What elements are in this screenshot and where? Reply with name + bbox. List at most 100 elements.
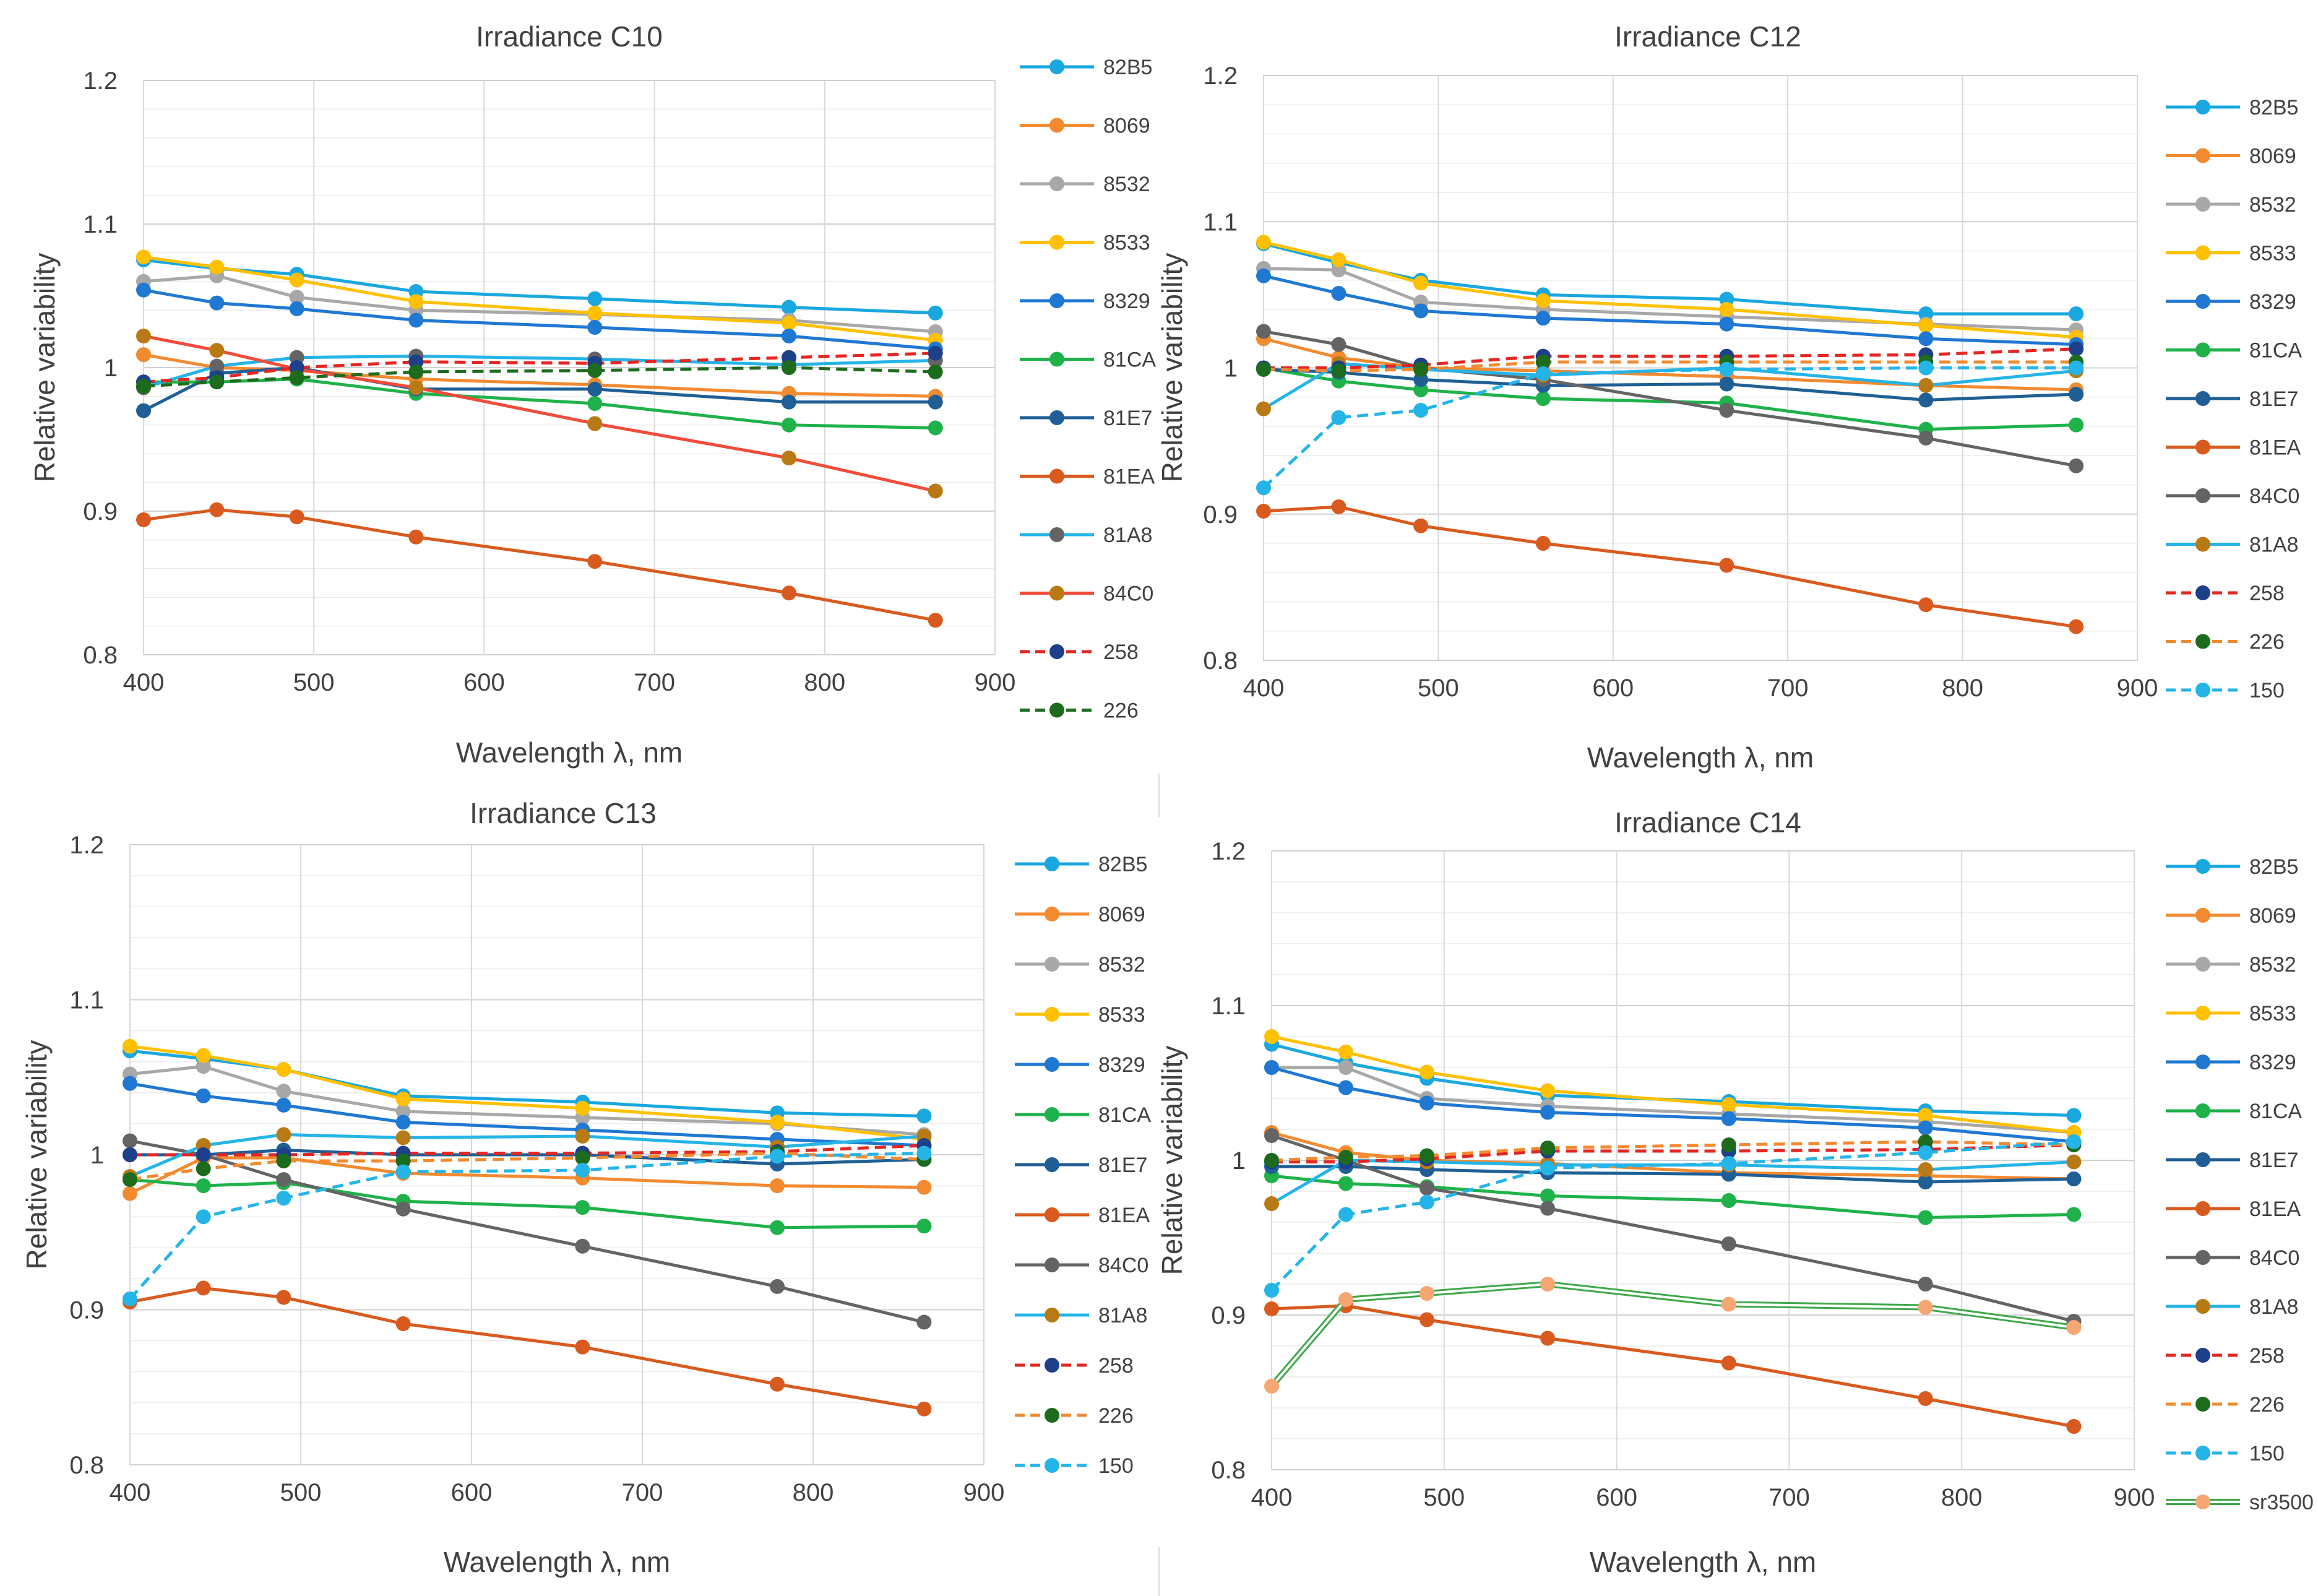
data-point: [575, 1200, 590, 1215]
legend-item-81e7: 81E7: [1015, 1154, 1147, 1177]
legend-marker: [1049, 176, 1064, 191]
legend-item-8069: 8069: [1020, 114, 1150, 138]
x-axis-label: Wavelength λ, nm: [1587, 741, 1814, 774]
legend-marker: [2195, 1299, 2210, 1314]
x-tick-label: 600: [463, 669, 505, 696]
legend-marker: [2195, 1201, 2210, 1216]
legend-marker: [1045, 1107, 1059, 1122]
data-point: [575, 1100, 590, 1116]
legend-label: 8533: [1098, 1003, 1145, 1027]
x-tick-label: 800: [1941, 1484, 1983, 1511]
x-tick-label: 800: [804, 669, 845, 696]
data-point: [1535, 355, 1551, 370]
legend-item-84c0: 84C0: [1015, 1254, 1148, 1277]
legend-marker: [1045, 1157, 1059, 1172]
data-point: [770, 1178, 785, 1194]
data-point: [770, 1279, 785, 1294]
data-point: [916, 1314, 932, 1330]
legend-item-sr3500: sr3500: [2166, 1491, 2314, 1514]
y-tick-label: 1.1: [1203, 209, 1238, 236]
data-point: [123, 1172, 137, 1188]
data-point: [1540, 1277, 1556, 1292]
x-tick-label: 500: [293, 669, 335, 696]
legend-marker: [2195, 908, 2210, 923]
chart-title: Irradiance C12: [1614, 20, 1801, 53]
y-axis-label: Relative variability: [1156, 1046, 1188, 1275]
legend-marker: [2195, 1055, 2210, 1069]
data-point: [928, 345, 943, 361]
y-tick-label: 0.8: [1211, 1457, 1246, 1484]
data-point: [1256, 235, 1271, 250]
legend-label: 8532: [2249, 953, 2296, 977]
legend-item-81ca: 81CA: [2166, 1100, 2302, 1123]
data-point: [395, 1103, 411, 1119]
data-point: [2069, 387, 2084, 402]
y-tick-label: 0.9: [1203, 501, 1238, 528]
legend-item-150: 150: [1015, 1454, 1134, 1478]
data-point: [1413, 518, 1429, 533]
data-point: [1413, 303, 1429, 319]
legend-item-226: 226: [2166, 1393, 2285, 1417]
series-8533: [1264, 1029, 2082, 1140]
data-point: [2069, 306, 2084, 322]
data-point: [1331, 286, 1346, 301]
legend-label: 8532: [2249, 193, 2296, 217]
data-point: [587, 554, 603, 569]
legend: 82B5 8069 8532 8533 8329 81CA 81E7 81EA 84C0 81A8…: [2166, 96, 2302, 702]
data-point: [1721, 1111, 1736, 1126]
legend-label: 150: [1098, 1454, 1134, 1478]
data-point: [770, 1220, 785, 1235]
legend-marker: [2195, 1397, 2210, 1412]
legend-marker: [2195, 391, 2210, 406]
legend-label: 81EA: [1103, 465, 1155, 489]
data-point: [123, 1147, 137, 1162]
y-axis-label: Relative variability: [28, 253, 61, 483]
data-point: [123, 1291, 137, 1306]
data-point: [1264, 1301, 1279, 1316]
legend-marker: [2195, 1006, 2210, 1020]
x-tick-label: 900: [963, 1479, 1005, 1506]
legend-marker: [2195, 100, 2210, 114]
data-point: [1535, 293, 1551, 308]
data-point: [1264, 1029, 1279, 1044]
data-point: [928, 394, 943, 410]
legend-marker: [1049, 118, 1064, 133]
legend-label: 8532: [1098, 953, 1145, 977]
legend-marker: [2195, 1250, 2210, 1265]
legend-item-81ea: 81EA: [2166, 436, 2301, 460]
data-point: [1264, 1196, 1279, 1211]
legend-marker: [1049, 410, 1064, 425]
x-tick-label: 500: [1418, 675, 1459, 702]
data-point: [276, 1191, 291, 1206]
legend-marker: [2195, 859, 2210, 874]
legend-item-258: 258: [1015, 1354, 1134, 1378]
data-point: [276, 1084, 291, 1099]
x-tick-label: 600: [451, 1479, 493, 1506]
data-point: [1719, 291, 1734, 307]
legend-label: 82B5: [1098, 853, 1147, 876]
data-point: [1918, 1134, 1933, 1149]
legend-label: 81EA: [2249, 436, 2301, 460]
legend-label: 258: [1098, 1354, 1134, 1378]
x-axis-label: Wavelength λ, nm: [1590, 1546, 1816, 1578]
data-point: [209, 259, 225, 275]
legend-item-8532: 8532: [1015, 953, 1145, 977]
legend-label: 82B5: [1103, 56, 1152, 79]
legend-marker: [2195, 342, 2210, 358]
legend-item-8329: 8329: [2166, 1051, 2296, 1074]
series-226: [136, 360, 943, 394]
data-point: [1264, 1153, 1279, 1168]
legend-label: 81A8: [2249, 1295, 2298, 1319]
x-tick-label: 400: [123, 669, 165, 696]
legend-item-150: 150: [2166, 1442, 2285, 1465]
data-point: [1264, 1060, 1279, 1075]
y-tick-label: 1.2: [1203, 63, 1238, 90]
legend-item-81ca: 81CA: [2166, 339, 2302, 363]
data-point: [1918, 1391, 1933, 1406]
legend-marker: [1045, 1308, 1059, 1322]
data-point: [1918, 1300, 1933, 1315]
data-point: [276, 1097, 291, 1113]
legend-label: 8329: [2249, 290, 2296, 314]
data-point: [136, 282, 151, 298]
plot-series: [1256, 235, 2084, 634]
